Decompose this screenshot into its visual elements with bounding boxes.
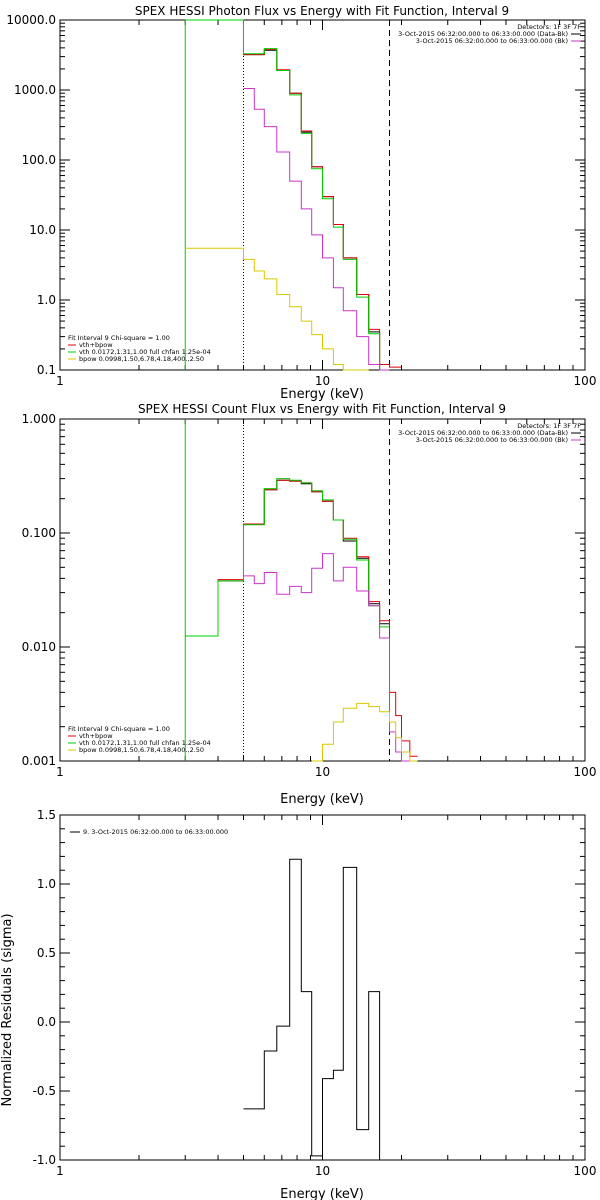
- photon-right-legend-label: 3-Oct-2015 06:32:00.000 to 06:33:00.000 …: [416, 37, 568, 45]
- count-series-3: [243, 553, 410, 762]
- count-series-0: [185, 479, 390, 637]
- count-flux-panel: SPEX HESSI Count Flux vs Energy with Fit…: [22, 402, 597, 807]
- photon-series-4: [185, 247, 369, 371]
- count-x-tick-label: 100: [574, 765, 597, 779]
- count-legend-label: vth 0.0172,1.31,1.00 full chfan 1.25e-04: [79, 739, 211, 747]
- residuals-ylabel: Normalized Residuals (sigma): [0, 913, 15, 1106]
- photon-legend: Fit Interval 9 Chi-square = 1.00vth+bpow…: [68, 334, 211, 363]
- photon-right-legend-header: Detectors: 1F 3F 7F: [517, 23, 581, 31]
- count-right-legend: Detectors: 1F 3F 7F3-Oct-2015 06:32:00.0…: [398, 422, 581, 444]
- photon-series-0: [185, 19, 390, 371]
- count-legend-label: vth+bpow: [79, 732, 113, 740]
- count-series-4: [311, 702, 418, 762]
- photon-legend-header: Fit Interval 9 Chi-square = 1.00: [68, 334, 170, 342]
- photon-right-legend-label: 3-Oct-2015 06:32:00.000 to 06:33:00.000 …: [398, 30, 568, 38]
- photon-y-tick-label: 1000.0: [14, 83, 56, 97]
- photon-y-tick-label: 0.1: [37, 363, 56, 377]
- photon-y-tick-label: 10.0: [29, 223, 56, 237]
- photon-y-tick-label: 100.0: [22, 153, 56, 167]
- photon-right-legend: Detectors: 1F 3F 7F3-Oct-2015 06:32:00.0…: [398, 23, 581, 45]
- residuals-plot: 1 10 100 -1.0 -0.5 0.0 0.5 1.0 1.5 9. 3-Oct-2015 …: [33, 808, 597, 1178]
- count-legend: Fit Interval 9 Chi-square = 1.00vth+bpow…: [68, 725, 211, 754]
- count-y-tick-label: 0.010: [22, 640, 56, 654]
- resid-y-tick-label: 0.0: [37, 1015, 56, 1029]
- resid-x-tick-label: 10: [315, 1164, 330, 1178]
- photon-x-tick-label: 1: [56, 374, 64, 388]
- resid-legend: 9. 3-Oct-2015 06:32:00.000 to 06:33:00.0…: [70, 828, 228, 836]
- photon-y-tick-label: 10000.0: [6, 13, 56, 27]
- count-flux-title: SPEX HESSI Count Flux vs Energy with Fit…: [138, 402, 506, 416]
- resid-y-tick-label: 1.0: [37, 877, 56, 891]
- count-plot-frame: [59, 418, 586, 762]
- photon-x-tick-label: 10: [315, 374, 330, 388]
- resid-y-tick-label: -0.5: [33, 1084, 56, 1098]
- residuals-panel: 1 10 100 -1.0 -0.5 0.0 0.5 1.0 1.5 9. 3-Oct-2015 …: [0, 808, 596, 1200]
- count-x-tick-label: 10: [315, 765, 330, 779]
- count-x-tick-label: 1: [56, 765, 64, 779]
- photon-y-tick-label: 1.0: [37, 293, 56, 307]
- count-y-tick-label: 1.000: [22, 412, 56, 426]
- photon-x-tick-label: 100: [574, 374, 597, 388]
- photon-legend-label: vth 0.0172,1.31,1.00 full chfan 1.25e-04: [79, 348, 211, 356]
- photon-legend-label: bpow 0.0998,1.50,6.78,4.18,400.,2.50: [79, 355, 204, 363]
- count-y-tick-label: 0.001: [22, 754, 56, 768]
- resid-y-tick-label: 1.5: [37, 808, 56, 822]
- count-right-legend-header: Detectors: 1F 3F 7F: [517, 422, 581, 430]
- count-flux-xlabel: Energy (keV): [280, 792, 364, 807]
- photon-series-2: [185, 19, 390, 371]
- photon-flux-xlabel: Energy (keV): [280, 387, 364, 402]
- residuals-xlabel: Energy (keV): [280, 1187, 364, 1200]
- photon-legend-label: vth+bpow: [79, 341, 113, 349]
- count-y-tick-label: 0.100: [22, 526, 56, 540]
- resid-y-tick-label: -1.0: [33, 1153, 56, 1167]
- count-series-2: [185, 478, 390, 637]
- count-series-1: [185, 479, 418, 757]
- photon-flux-panel: SPEX HESSI Photon Flux vs Energy with Fi…: [6, 4, 596, 402]
- count-right-legend-label: 3-Oct-2015 06:32:00.000 to 06:33:00.000 …: [416, 436, 568, 444]
- resid-x-tick-label: 100: [574, 1164, 597, 1178]
- resid-y-tick-label: 0.5: [37, 946, 56, 960]
- resid-series-0: [243, 858, 390, 1161]
- resid-x-tick-label: 1: [56, 1164, 64, 1178]
- count-legend-header: Fit Interval 9 Chi-square = 1.00: [68, 725, 170, 733]
- count-legend-label: bpow 0.0998,1.50,6.78,4.18,400.,2.50: [79, 746, 204, 754]
- photon-series-3: [243, 88, 390, 371]
- resid-legend-label: 9. 3-Oct-2015 06:32:00.000 to 06:33:00.0…: [83, 828, 228, 836]
- count-flux-plot: 1 10 100 0.001 0.010 0.100 1.000 Fit Interval 9…: [22, 412, 597, 779]
- photon-flux-plot: 1 10 100 0.1 1.0 10.0 100.0 1000.0 10000.0 Fit In…: [6, 13, 596, 388]
- count-right-legend-label: 3-Oct-2015 06:32:00.000 to 06:33:00.000 …: [398, 429, 568, 437]
- photon-flux-title: SPEX HESSI Photon Flux vs Energy with Fi…: [135, 4, 509, 18]
